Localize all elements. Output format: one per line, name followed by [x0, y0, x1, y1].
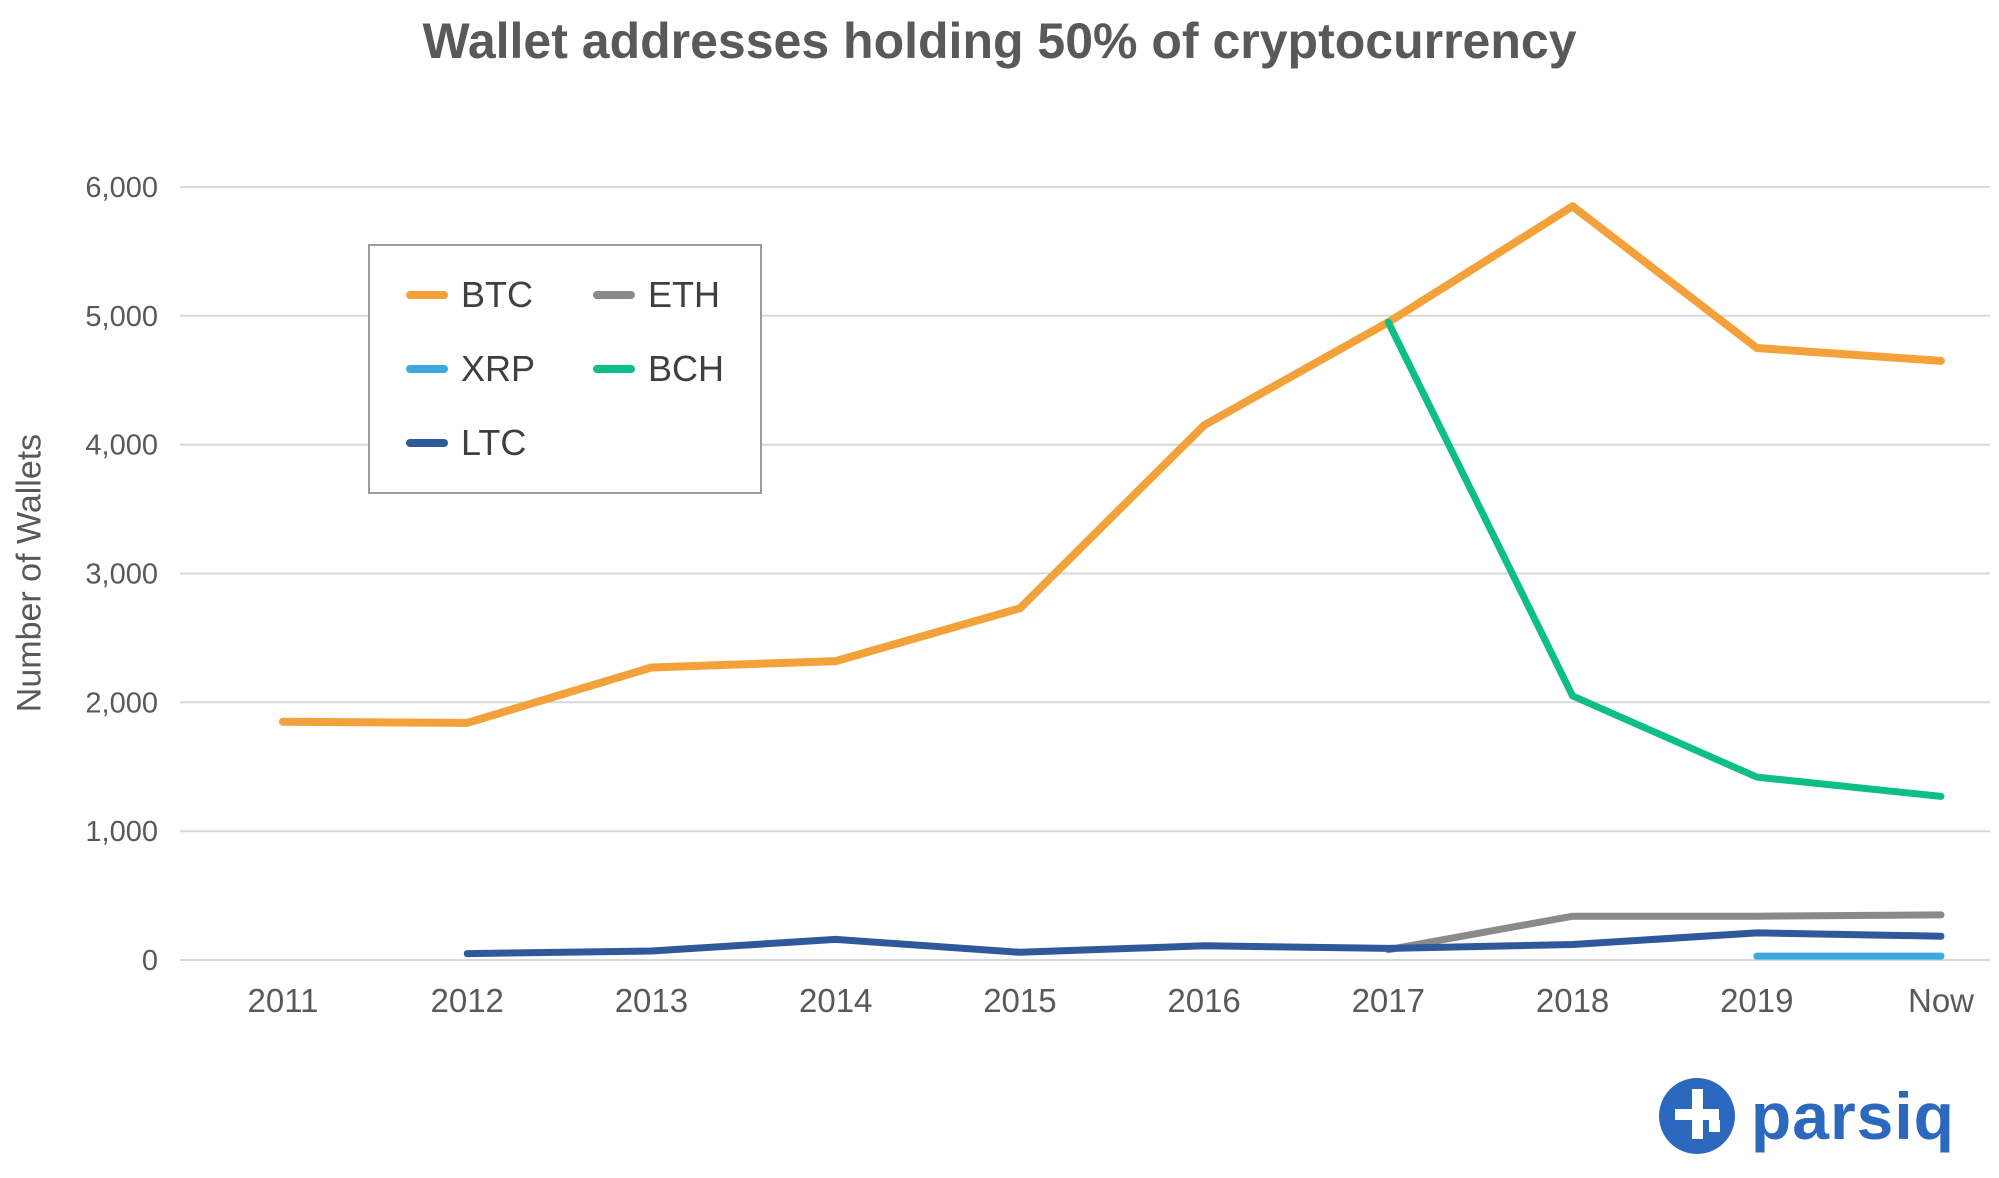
legend-label: ETH [648, 274, 721, 315]
legend-label: XRP [461, 348, 536, 389]
eth-swatch-icon [593, 291, 636, 299]
series-line-ltc [463, 929, 1945, 958]
y-tick-label: 0 [142, 945, 158, 977]
x-tick-label: 2018 [1536, 982, 1609, 1019]
ltc-swatch-icon [406, 439, 448, 447]
legend-item-xrp: XRP [406, 348, 535, 390]
y-tick-label: 3,000 [85, 559, 158, 591]
parsiq-icon [1658, 1078, 1735, 1154]
legend-column: BTC XRP LTC [406, 274, 535, 464]
legend-item-ltc: LTC [406, 422, 535, 464]
legend-column: ETH BCH [593, 274, 724, 464]
x-tick-label: 2019 [1720, 982, 1793, 1019]
x-tick-label: 2016 [1167, 982, 1240, 1019]
legend-label: BCH [648, 348, 725, 389]
parsiq-wordmark: parsiq [1750, 1079, 1955, 1153]
y-tick-label: 5,000 [85, 301, 158, 333]
series-line-btc [279, 202, 1945, 727]
btc-swatch-icon [406, 291, 448, 299]
series-line-eth [1384, 911, 1945, 954]
y-tick-label: 6,000 [85, 172, 158, 204]
legend: BTC XRP LTC ETH BCH [368, 244, 763, 494]
x-tick-label: 2011 [248, 982, 319, 1019]
x-tick-label: 2013 [615, 982, 688, 1019]
y-tick-label: 1,000 [85, 816, 158, 848]
legend-item-eth: ETH [593, 274, 724, 316]
x-tick-label: 2015 [983, 982, 1056, 1019]
legend-label: BTC [461, 274, 533, 315]
x-tick-label: 2012 [430, 982, 503, 1019]
x-tick-label: Now [1908, 982, 1974, 1019]
series-line-bch [1384, 318, 1945, 800]
xrp-swatch-icon [406, 365, 448, 373]
y-tick-label: 4,000 [85, 430, 158, 462]
x-tick-label: 2017 [1352, 982, 1425, 1019]
x-tick-label: 2014 [799, 982, 872, 1019]
chart-title: Wallet addresses holding 50% of cryptocu… [422, 13, 1577, 69]
y-tick-label: 2,000 [85, 687, 158, 719]
bch-swatch-icon [593, 365, 636, 373]
legend-item-bch: BCH [593, 348, 724, 390]
legend-item-btc: BTC [406, 274, 535, 316]
parsiq-logo: parsiq [1657, 1076, 1955, 1156]
legend-label: LTC [461, 422, 527, 463]
